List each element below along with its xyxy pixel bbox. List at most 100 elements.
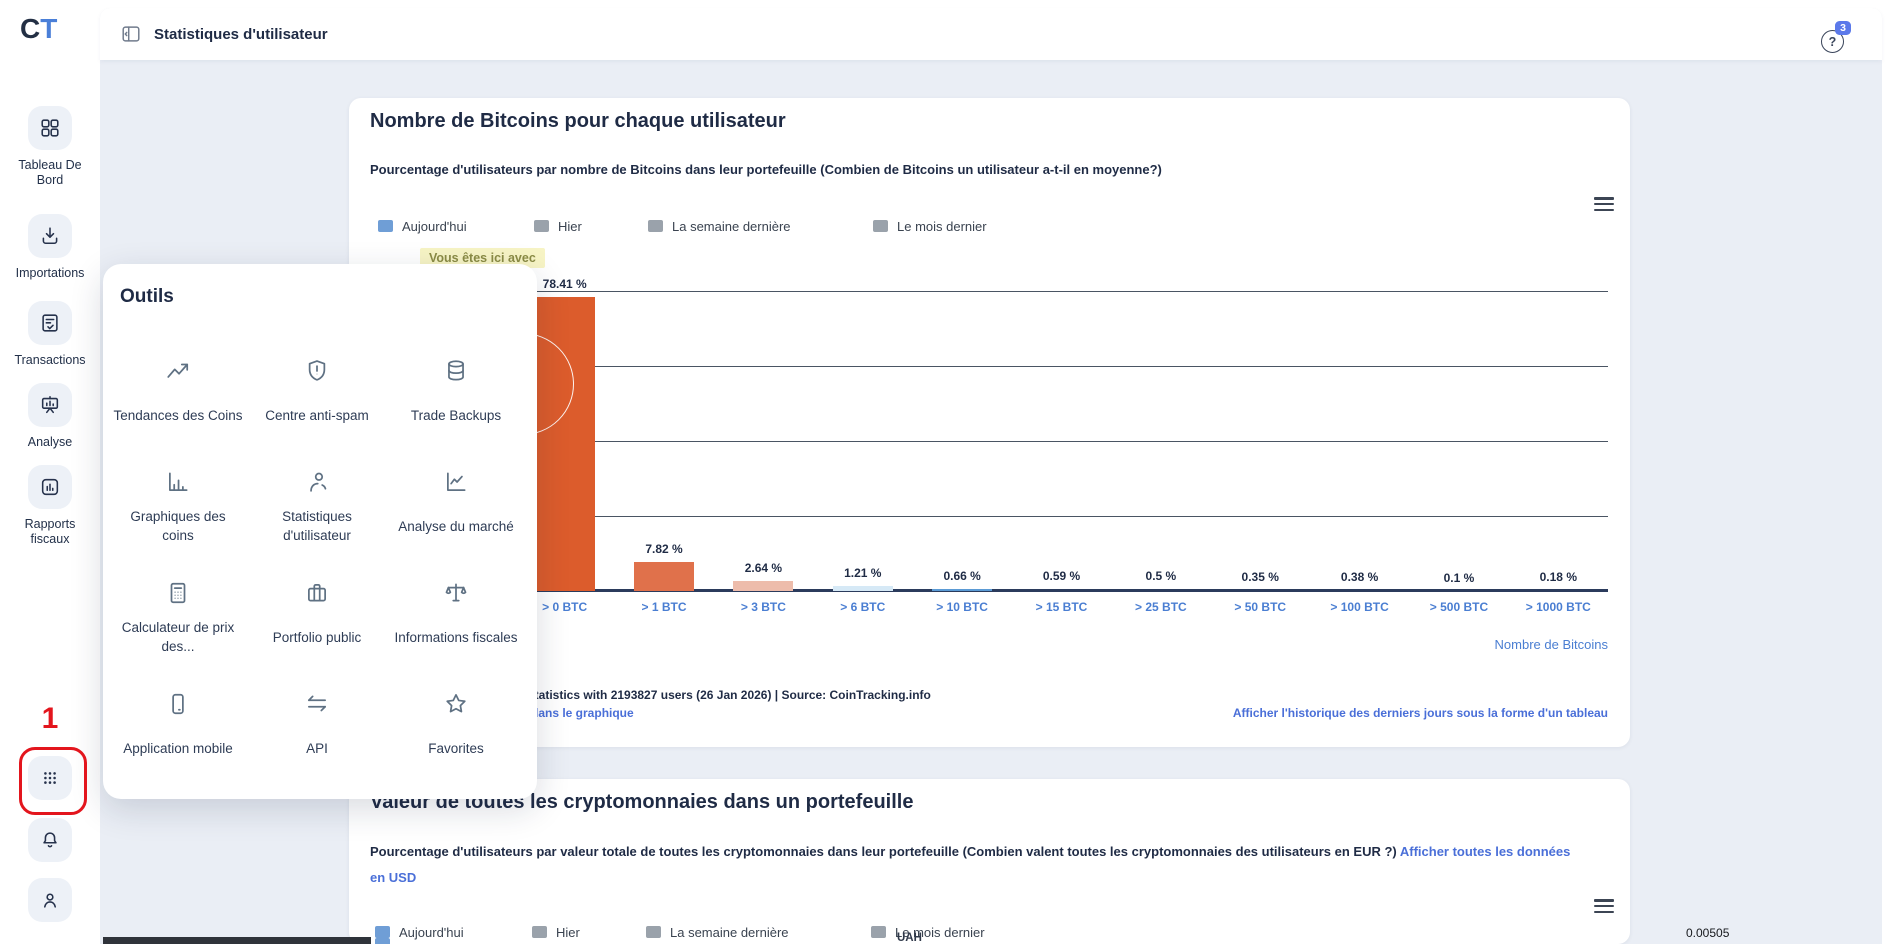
legend-swatch bbox=[378, 220, 393, 232]
partial-axis-text: UAH bbox=[897, 932, 922, 944]
legend-label: La semaine dernière bbox=[672, 218, 791, 234]
calculator-icon bbox=[170, 582, 186, 604]
legend-label: Aujourd'hui bbox=[402, 218, 467, 234]
app-logo[interactable]: CT bbox=[20, 13, 58, 44]
apps-grid-icon bbox=[28, 756, 72, 800]
legend-item-last-week[interactable]: La semaine dernière bbox=[646, 925, 789, 940]
legend-item-last-week[interactable]: La semaine dernière bbox=[648, 218, 791, 234]
tools-item-public-portfolio[interactable]: Portfolio public bbox=[252, 580, 382, 680]
tools-popup: Outils Tendances des Coins Centre anti-s… bbox=[103, 264, 537, 799]
card2-subtitle: Pourcentage d'utilisateurs par valeur to… bbox=[370, 839, 1585, 891]
tools-item-coin-charts[interactable]: Graphiques des coins bbox=[113, 469, 243, 569]
sidebar-item-imports[interactable]: Importations bbox=[0, 214, 100, 281]
user-profile-icon bbox=[28, 878, 72, 922]
trend-icon bbox=[167, 363, 189, 378]
show-usd-data-link[interactable]: Afficher toutes les données en USD bbox=[370, 844, 1571, 885]
legend-swatch bbox=[532, 926, 547, 938]
transactions-doc-icon bbox=[28, 301, 72, 345]
database-icon bbox=[448, 360, 464, 381]
sidebar-item-analysis[interactable]: Analyse bbox=[0, 383, 100, 450]
show-history-table-link[interactable]: Afficher l'historique des derniers jours… bbox=[1232, 706, 1608, 720]
tools-item-label: Tendances des Coins bbox=[113, 407, 243, 423]
topbar: Statistiques d'utilisateur ? 3 bbox=[100, 8, 1882, 60]
mobile-phone-icon bbox=[172, 693, 184, 715]
legend-item-today[interactable]: Aujourd'hui bbox=[375, 924, 464, 940]
tools-item-favorites[interactable]: Favorites bbox=[391, 691, 521, 791]
analysis-board-icon bbox=[28, 383, 72, 427]
shield-alert-icon bbox=[308, 360, 326, 381]
legend-item-yesterday[interactable]: Hier bbox=[534, 218, 582, 234]
card1-subtitle: Pourcentage d'utilisateurs par nombre de… bbox=[370, 162, 1162, 177]
tools-item-label: Informations fiscales bbox=[394, 629, 518, 645]
card1-title: Nombre de Bitcoins pour chaque utilisate… bbox=[370, 110, 786, 132]
legend-label: Hier bbox=[556, 924, 580, 940]
legend-label: Hier bbox=[558, 218, 582, 234]
api-arrows-icon bbox=[308, 695, 326, 712]
collapse-sidebar-icon[interactable] bbox=[120, 23, 142, 45]
sidebar-item-tax-reports[interactable]: Rapports fiscaux bbox=[0, 465, 100, 548]
annotation-step-number: 1 bbox=[41, 702, 59, 735]
tools-item-tax-information[interactable]: Informations fiscales bbox=[391, 580, 521, 680]
sidebar-item-label: Rapports fiscaux bbox=[24, 517, 76, 547]
legend-swatch bbox=[648, 220, 663, 232]
annotation-highlight-box bbox=[19, 747, 87, 815]
legend-swatch bbox=[873, 220, 888, 232]
legend-swatch bbox=[871, 926, 886, 938]
tools-popup-title: Outils bbox=[120, 286, 174, 307]
bar-chart-icon bbox=[169, 472, 188, 491]
show-in-graph-link[interactable]: dans le graphique bbox=[531, 706, 634, 720]
tools-item-mobile-app[interactable]: Application mobile bbox=[113, 691, 243, 791]
tools-item-trade-backups[interactable]: Trade Backups bbox=[391, 358, 521, 458]
legend-swatch bbox=[534, 220, 549, 232]
partial-bottom-right-value: 0.00505 bbox=[1686, 926, 1730, 940]
tools-item-label: Analyse du marché bbox=[398, 518, 514, 534]
legend-swatch bbox=[375, 926, 390, 938]
portfolio-value-card: Valeur de toutes les cryptomonnaies dans… bbox=[349, 779, 1630, 944]
profile-button[interactable] bbox=[0, 878, 100, 922]
tools-item-anti-spam[interactable]: Centre anti-spam bbox=[252, 358, 382, 458]
tools-item-user-statistics[interactable]: Statistiques d'utilisateur bbox=[252, 469, 382, 569]
legend-label: Aujourd'hui bbox=[399, 924, 464, 940]
tools-item-api[interactable]: API bbox=[252, 691, 382, 791]
legend-item-last-month[interactable]: Le mois dernier bbox=[871, 924, 985, 940]
sidebar-item-label: Transactions bbox=[14, 353, 86, 367]
dashboard-icon bbox=[28, 106, 72, 150]
sidebar-item-transactions[interactable]: Transactions bbox=[0, 301, 100, 368]
tools-item-label: Favorites bbox=[428, 740, 484, 756]
tools-item-label: Graphiques des coins bbox=[130, 509, 226, 543]
chart1-context-menu-button[interactable] bbox=[1594, 197, 1614, 214]
legend-item-yesterday[interactable]: Hier bbox=[532, 924, 580, 940]
scale-icon bbox=[445, 583, 467, 602]
legend-item-last-month[interactable]: Le mois dernier bbox=[873, 218, 987, 234]
bar-report-icon bbox=[28, 465, 72, 509]
briefcase-icon bbox=[308, 584, 326, 602]
bell-icon bbox=[28, 818, 72, 862]
partial-legend-swatch bbox=[375, 938, 390, 944]
tools-item-label: Statistiques d'utilisateur bbox=[282, 509, 352, 543]
tools-item-price-calculator[interactable]: Calculateur de prix des... bbox=[113, 580, 243, 680]
sidebar: CT Tableau De Bord Importations Transact… bbox=[0, 0, 100, 944]
download-icon bbox=[28, 214, 72, 258]
legend-swatch bbox=[646, 926, 661, 938]
sidebar-item-dashboard[interactable]: Tableau De Bord bbox=[0, 106, 100, 189]
sidebar-apps-menu-button[interactable] bbox=[0, 756, 100, 800]
help-icon[interactable]: ? bbox=[1821, 30, 1844, 53]
bitcoin-count-card: Nombre de Bitcoins pour chaque utilisate… bbox=[349, 98, 1630, 747]
legend-label: Le mois dernier bbox=[897, 218, 987, 234]
legend-item-today[interactable]: Aujourd'hui bbox=[378, 218, 467, 234]
tools-item-label: Centre anti-spam bbox=[265, 407, 369, 423]
tools-item-market-analysis[interactable]: Analyse du marché bbox=[391, 469, 521, 569]
sidebar-item-label: Tableau De Bord bbox=[18, 158, 82, 188]
tools-item-label: API bbox=[306, 740, 328, 756]
tools-item-label: Application mobile bbox=[123, 740, 233, 756]
chart2-context-menu-button[interactable] bbox=[1594, 899, 1614, 916]
line-chart-icon bbox=[447, 472, 466, 491]
tools-item-label: Calculateur de prix des... bbox=[121, 620, 235, 654]
tools-item-coin-trends[interactable]: Tendances des Coins bbox=[113, 358, 243, 458]
cut-off-bottom-element bbox=[103, 937, 371, 944]
tools-item-label: Portfolio public bbox=[272, 629, 362, 645]
legend-label: Le mois dernier bbox=[895, 924, 985, 940]
notifications-button[interactable] bbox=[0, 818, 100, 862]
card2-subtitle-text: Pourcentage d'utilisateurs par valeur to… bbox=[370, 844, 1400, 859]
